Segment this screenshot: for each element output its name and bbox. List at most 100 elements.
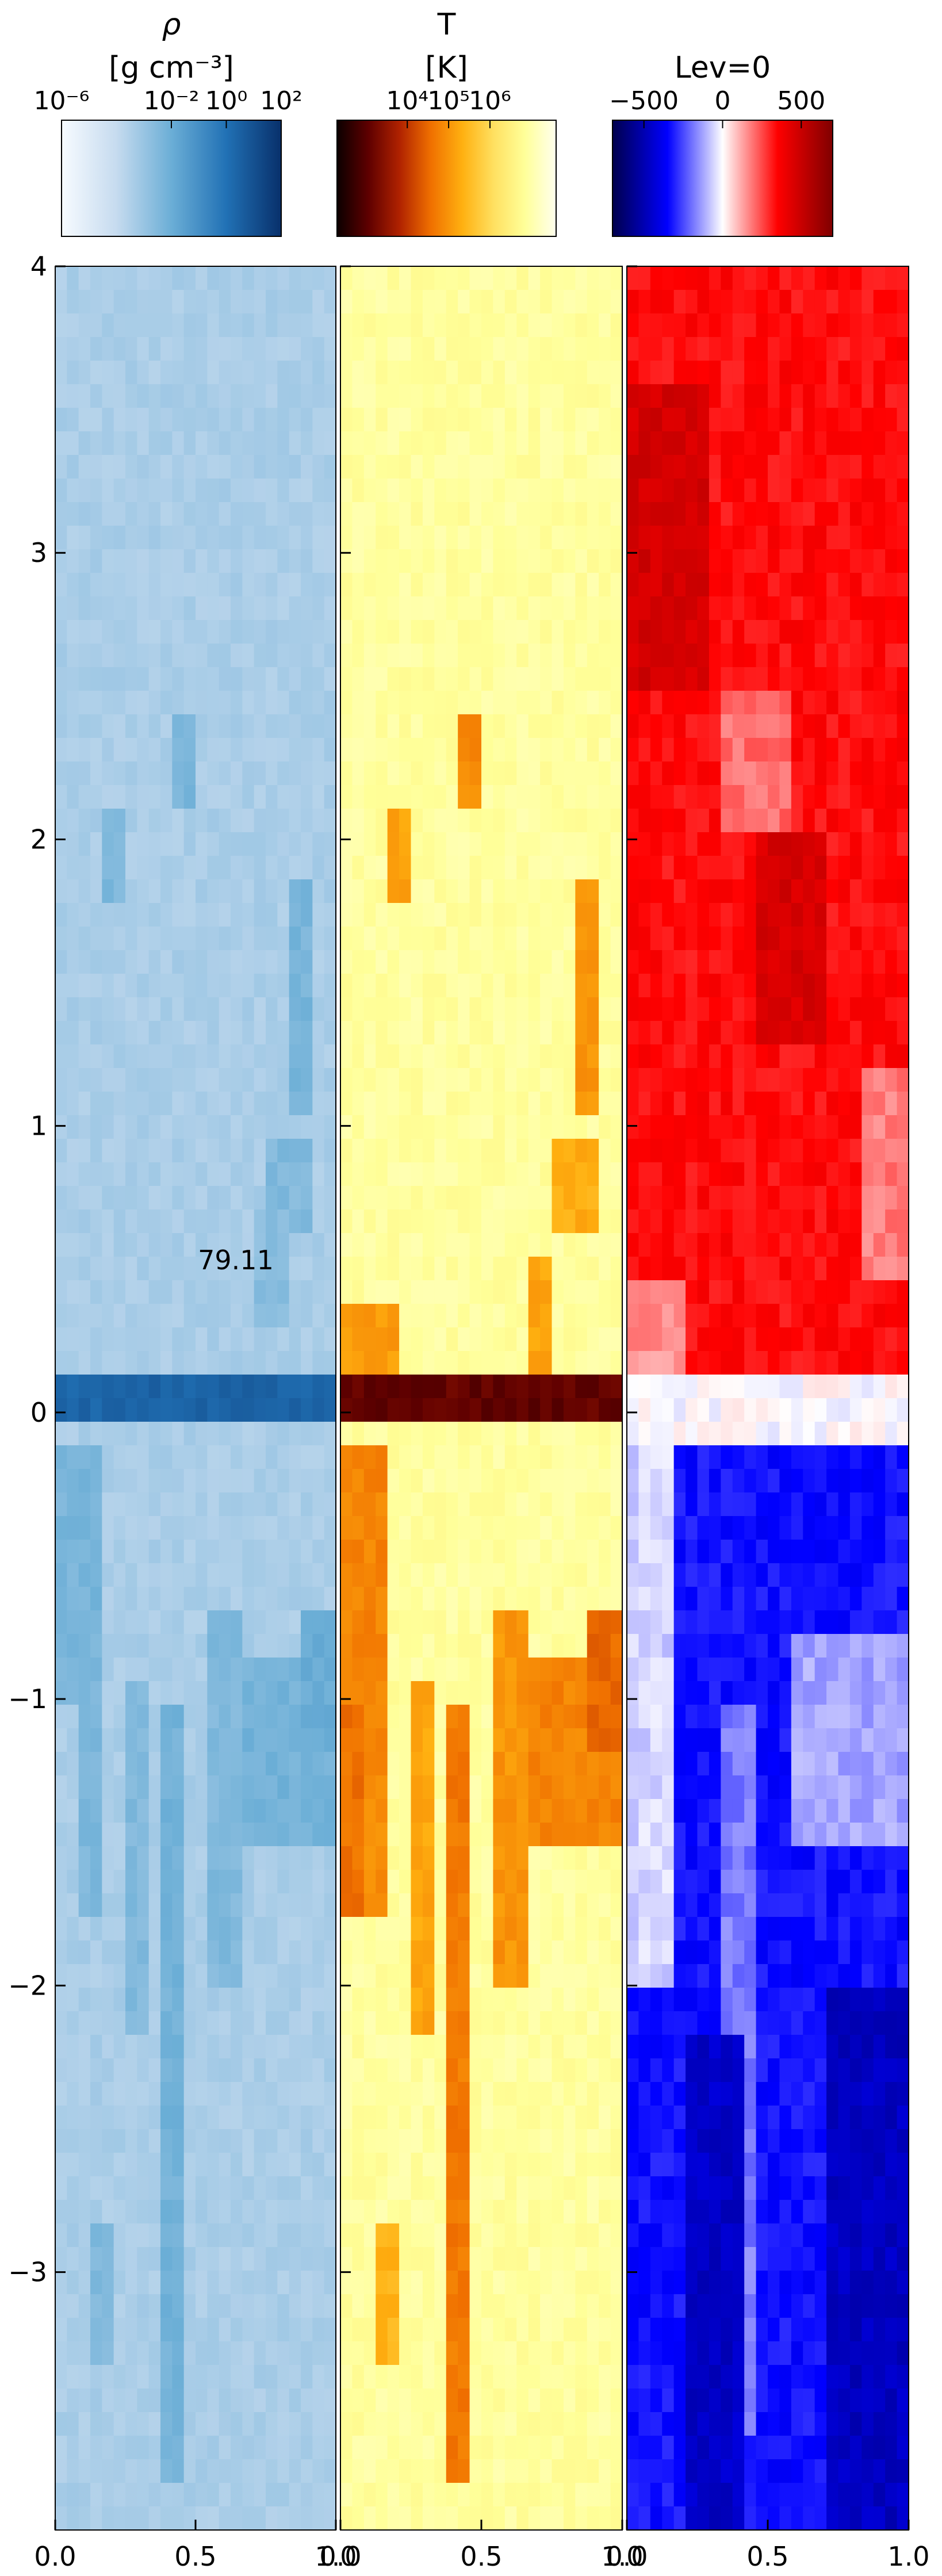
heatmap-cell	[207, 714, 220, 738]
heatmap-cell	[458, 2200, 470, 2224]
heatmap-cell	[219, 1375, 231, 1399]
heatmap-cell	[504, 502, 517, 526]
heatmap-cell	[516, 2506, 529, 2531]
heatmap-cell	[148, 1610, 161, 1635]
heatmap-cell	[196, 714, 208, 738]
heatmap-cell	[242, 1964, 255, 1988]
heatmap-cell	[301, 2106, 313, 2130]
heatmap-cell	[540, 290, 553, 314]
heatmap-cell	[207, 1681, 220, 1705]
heatmap-cell	[838, 431, 851, 456]
heatmap-cell	[493, 2082, 506, 2106]
heatmap-cell	[301, 1634, 313, 1658]
heatmap-cell	[277, 2129, 290, 2153]
heatmap-cell	[289, 1280, 301, 1304]
heatmap-cell	[277, 856, 290, 880]
heatmap-cell	[493, 620, 506, 644]
heatmap-cell	[411, 408, 423, 432]
heatmap-cell	[469, 620, 482, 644]
heatmap-cell	[324, 714, 336, 738]
heatmap-cell	[399, 2176, 412, 2200]
heatmap-cell	[289, 2129, 301, 2153]
heatmap-cell	[481, 266, 494, 290]
heatmap-cell	[779, 549, 792, 573]
heatmap-cell	[207, 1044, 220, 1069]
heatmap-cell	[552, 596, 564, 621]
heatmap-cell	[399, 502, 412, 526]
heatmap-cell	[493, 785, 506, 809]
heatmap-cell	[125, 974, 137, 998]
heatmap-cell	[289, 2011, 301, 2035]
heatmap-cell	[266, 785, 278, 809]
heatmap-cell	[587, 2318, 599, 2342]
heatmap-cell	[481, 2341, 494, 2366]
heatmap-cell	[277, 1634, 290, 1658]
heatmap-cell	[540, 2389, 553, 2413]
heatmap-cell	[183, 455, 196, 479]
heatmap-cell	[422, 1705, 435, 1729]
heatmap-cell	[266, 1940, 278, 1965]
heatmap-cell	[411, 2459, 423, 2483]
heatmap-cell	[504, 2035, 517, 2059]
heatmap-cell	[196, 1327, 208, 1352]
heatmap-cell	[610, 2294, 623, 2318]
heatmap-cell	[55, 2176, 67, 2200]
heatmap-cell	[312, 1775, 325, 1800]
heatmap-cell	[422, 2129, 435, 2153]
heatmap-cell	[411, 2011, 423, 2035]
heatmap-cell	[411, 832, 423, 856]
heatmap-cell	[102, 1893, 114, 1917]
heatmap-cell	[458, 2058, 470, 2083]
heatmap-cell	[196, 313, 208, 338]
heatmap-cell	[610, 667, 623, 691]
heatmap-cell	[90, 1658, 102, 1682]
heatmap-cell	[552, 691, 564, 715]
heatmap-cell	[67, 2153, 79, 2177]
heatmap-cell	[160, 1658, 173, 1682]
heatmap-cell	[160, 596, 173, 621]
heatmap-cell	[172, 997, 185, 1021]
heatmap-cell	[552, 1492, 564, 1517]
heatmap-cell	[504, 1870, 517, 1894]
heatmap-cell	[172, 2365, 185, 2389]
heatmap-cell	[563, 502, 576, 526]
heatmap-cell	[599, 337, 611, 361]
heatmap-cell	[78, 2459, 91, 2483]
heatmap-cell	[137, 2082, 150, 2106]
heatmap-cell	[231, 1280, 243, 1304]
heatmap-cell	[422, 667, 435, 691]
heatmap-cell	[196, 856, 208, 880]
heatmap-cell	[587, 785, 599, 809]
heatmap-cell	[289, 809, 301, 833]
heatmap-cell	[756, 384, 768, 408]
heatmap-cell	[148, 1658, 161, 1682]
heatmap-cell	[301, 1068, 313, 1092]
heatmap-cell	[721, 502, 733, 526]
heatmap-cell	[55, 2318, 67, 2342]
heatmap-cell	[873, 290, 886, 314]
heatmap-cell	[599, 620, 611, 644]
heatmap-cell	[148, 2271, 161, 2295]
heatmap-cell	[352, 2129, 365, 2153]
heatmap-cell	[183, 1327, 196, 1352]
heatmap-cell	[363, 1186, 376, 1210]
heatmap-cell	[422, 1516, 435, 1540]
heatmap-cell	[422, 1233, 435, 1257]
heatmap-cell	[312, 1917, 325, 1941]
heatmap-cell	[340, 2153, 353, 2177]
heatmap-cell	[55, 1988, 67, 2012]
heatmap-cell	[340, 1139, 353, 1163]
heatmap-cell	[411, 361, 423, 385]
heatmap-cell	[113, 549, 126, 573]
heatmap-cell	[242, 2223, 255, 2248]
heatmap-cell	[172, 761, 185, 786]
heatmap-cell	[387, 337, 400, 361]
heatmap-cell	[231, 290, 243, 314]
heatmap-cell	[207, 1492, 220, 1517]
heatmap-cell	[148, 1280, 161, 1304]
heatmap-cell	[363, 2011, 376, 2035]
heatmap-cell	[399, 2247, 412, 2271]
heatmap-cell	[387, 1728, 400, 1752]
heatmap-cell	[219, 1233, 231, 1257]
heatmap-cell	[563, 1917, 576, 1941]
